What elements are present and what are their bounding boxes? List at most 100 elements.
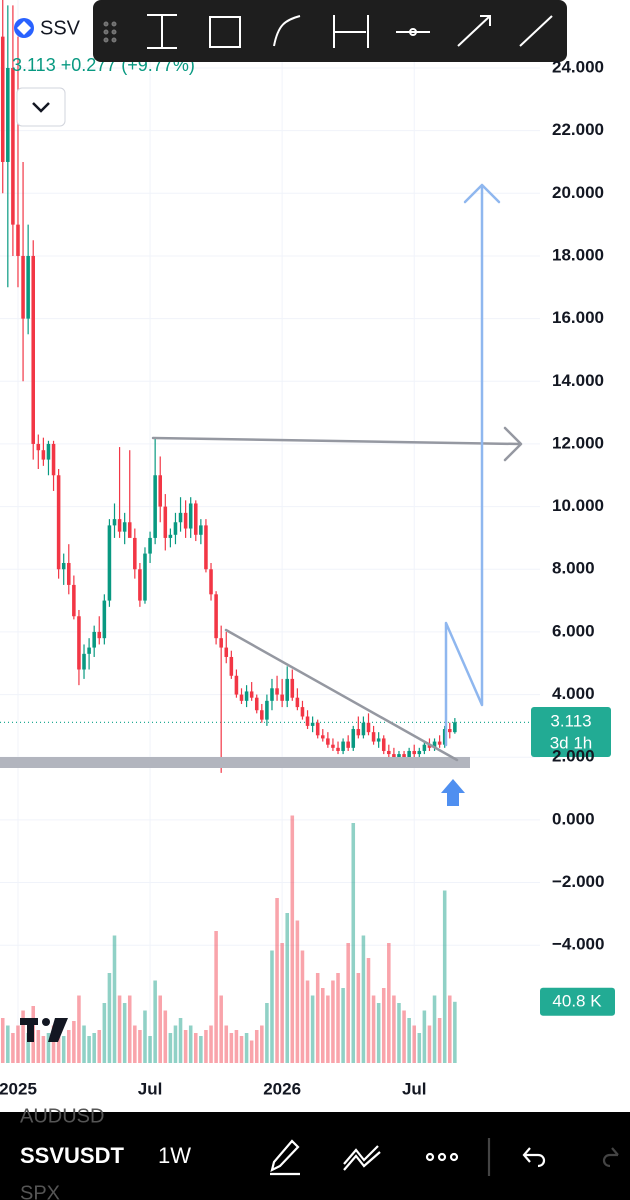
tool-path[interactable] xyxy=(273,15,301,47)
last-price-label: 3.113 xyxy=(550,711,591,730)
candle-body xyxy=(36,443,41,451)
candle-body xyxy=(290,678,295,698)
candle-body xyxy=(56,475,61,570)
y-tick-label: 0.000 xyxy=(552,809,595,828)
y-tick-label: 10.000 xyxy=(552,496,604,515)
volume-bar xyxy=(183,1030,188,1063)
volume-bar xyxy=(138,1030,142,1063)
volume-bar xyxy=(265,1003,269,1063)
volume-bar xyxy=(224,1025,229,1063)
volume-bar xyxy=(331,980,335,1063)
volume-bar xyxy=(448,995,452,1063)
candle-body xyxy=(244,691,249,701)
volume-bar xyxy=(275,898,279,1063)
x-tick-label: 2026 xyxy=(263,1079,301,1098)
candle-body xyxy=(51,443,56,476)
candle-body xyxy=(26,255,30,319)
arrow-head xyxy=(503,426,523,462)
symbol-button[interactable]: SSVUSDT xyxy=(20,1143,124,1168)
volume-bar xyxy=(153,980,157,1063)
collapse-button[interactable] xyxy=(16,87,66,127)
draw-icon[interactable] xyxy=(270,1139,300,1176)
candle-body xyxy=(72,584,76,617)
candle-body xyxy=(432,741,437,748)
volume-bar xyxy=(432,995,437,1063)
arrow-head xyxy=(463,183,501,204)
candle-body xyxy=(417,750,422,755)
volume-label-box xyxy=(540,987,615,1016)
candle-body xyxy=(448,729,452,733)
candle-body xyxy=(346,741,350,748)
more-icon[interactable] xyxy=(425,1152,459,1162)
volume-bar xyxy=(163,1010,168,1063)
tv-logo xyxy=(20,1018,68,1042)
volume-bar xyxy=(67,1030,71,1063)
candle-body xyxy=(305,716,310,726)
candle-body xyxy=(295,697,300,708)
volume-bar xyxy=(97,1030,102,1063)
tool-line[interactable] xyxy=(519,15,553,47)
candle-body xyxy=(387,750,391,755)
candle-body xyxy=(371,732,376,742)
prev-symbol[interactable]: AUDUSD xyxy=(20,1105,104,1127)
redo-icon[interactable] xyxy=(602,1147,619,1168)
candle-body xyxy=(219,638,223,648)
tool-range[interactable] xyxy=(147,14,177,49)
tool-hline[interactable] xyxy=(396,28,430,36)
interval-button[interactable]: 1W xyxy=(158,1143,191,1168)
y-tick-label: 24.000 xyxy=(552,57,604,76)
candle-body xyxy=(341,741,345,751)
candle-body xyxy=(97,631,102,639)
volume-bar xyxy=(427,1025,432,1063)
projection-path xyxy=(444,184,484,747)
volume-bar xyxy=(188,1025,193,1063)
y-tick-label: 22.000 xyxy=(552,120,604,139)
tool-rect[interactable] xyxy=(209,16,241,48)
x-tick-label: Jul xyxy=(138,1079,163,1098)
candle-body xyxy=(11,67,15,225)
undo-icon[interactable] xyxy=(522,1147,546,1168)
candle-body xyxy=(77,616,81,670)
volume-bar xyxy=(209,1025,213,1063)
volume-bar xyxy=(219,995,223,1063)
candle-body xyxy=(183,512,188,529)
volume-bar xyxy=(417,1033,422,1063)
candle-body xyxy=(21,255,25,319)
header-last: 3.113 xyxy=(12,55,56,75)
candle-body xyxy=(158,475,162,507)
volume-bar xyxy=(321,988,325,1063)
volume-bar xyxy=(341,988,345,1063)
candle-body xyxy=(356,729,361,736)
y-tick-label: 16.000 xyxy=(552,308,604,327)
candle-body xyxy=(41,450,46,460)
volume-bar xyxy=(254,1030,259,1063)
volume-bar xyxy=(6,1025,10,1063)
candle-body xyxy=(234,675,239,695)
y-tick-label: 2.000 xyxy=(552,747,595,766)
volume-bar xyxy=(168,1033,173,1063)
volume-bar xyxy=(305,980,310,1063)
next-symbol[interactable]: SPX xyxy=(20,1182,60,1200)
volume-bar xyxy=(239,1036,244,1063)
volume-bar xyxy=(148,1036,152,1063)
candle-body xyxy=(270,688,274,701)
volume-bar xyxy=(158,995,162,1063)
tool-measure[interactable] xyxy=(333,15,369,48)
volume-bar xyxy=(290,815,295,1063)
candle-body xyxy=(285,678,289,701)
candle-body xyxy=(249,691,254,698)
y-tick-label: 8.000 xyxy=(552,559,595,578)
volume-bar xyxy=(260,1025,264,1063)
candle-body xyxy=(31,255,36,444)
volume-bar xyxy=(310,995,315,1063)
volume-bar xyxy=(26,1033,30,1063)
volume-bar xyxy=(361,935,366,1063)
indicators-icon[interactable] xyxy=(343,1145,381,1171)
volume-bar xyxy=(336,973,340,1063)
tool-arrow[interactable] xyxy=(457,15,491,47)
candle-body xyxy=(16,224,20,256)
volume-bar xyxy=(234,1030,239,1063)
y-tick-label: 20.000 xyxy=(552,183,604,202)
volume-bar xyxy=(112,935,117,1063)
